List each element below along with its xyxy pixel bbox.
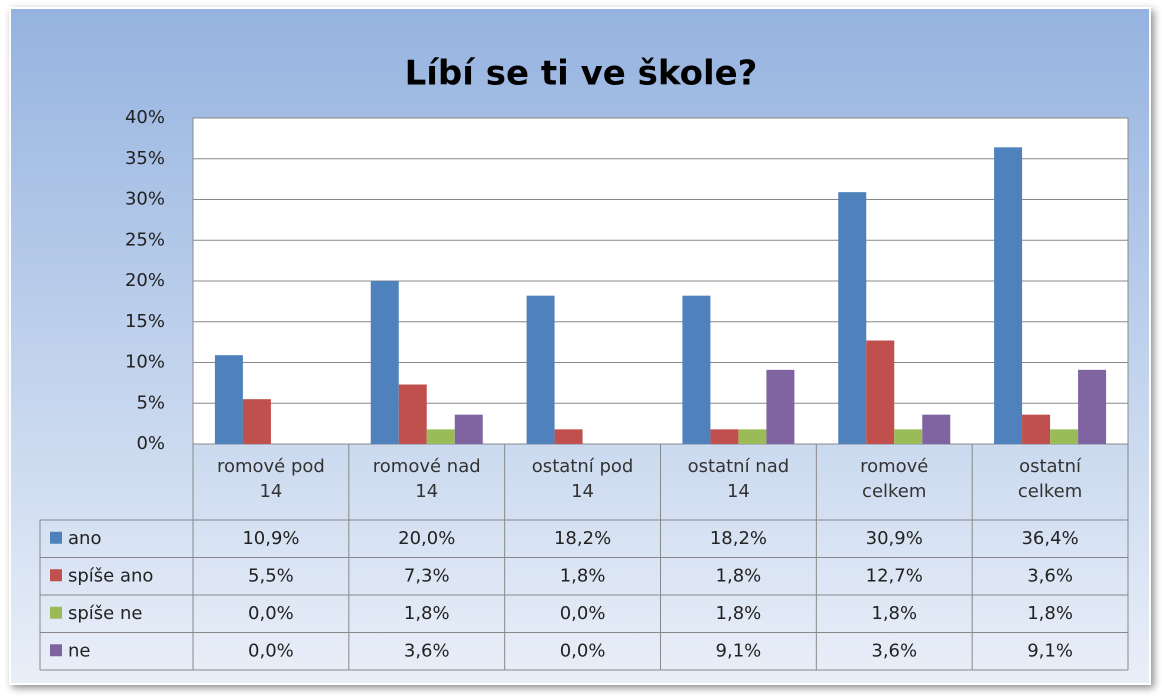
x-tick-label-box: romové celkem [860, 456, 929, 502]
table-cell: 7,3% [404, 565, 450, 586]
legend-label: ne [68, 640, 90, 661]
bar [710, 429, 739, 444]
table-cell: 18,2% [554, 528, 611, 549]
bar [994, 147, 1023, 444]
y-tick-label: 30% [125, 189, 165, 210]
table-cell: 20,0% [398, 528, 455, 549]
table-cell: 36,4% [1021, 528, 1078, 549]
x-tick-label: ostatní nad 14 [687, 456, 790, 502]
table-cell: 0,0% [560, 640, 606, 661]
x-tick-label: romové pod 14 [216, 456, 325, 502]
bar [426, 429, 455, 444]
bar [838, 192, 867, 444]
table-cell: 10,9% [242, 528, 299, 549]
bar [1022, 414, 1051, 444]
table-cell: 3,6% [1027, 565, 1073, 586]
table-cell: 1,8% [560, 565, 606, 586]
legend-label: ano [68, 528, 101, 549]
y-tick-label: 40% [125, 107, 165, 128]
bar [554, 429, 583, 444]
x-tick-label: ostatní celkem [1017, 456, 1083, 502]
table-cell: 1,8% [716, 565, 762, 586]
table-cell: 30,9% [866, 528, 923, 549]
table-cell: 1,8% [404, 603, 450, 624]
table-cell: 0,0% [560, 603, 606, 624]
table-cell: 9,1% [716, 640, 762, 661]
x-tick-label-box: ostatní pod 14 [531, 456, 634, 502]
bar [738, 429, 767, 444]
bar [214, 355, 243, 444]
y-tick-label: 35% [125, 148, 165, 169]
y-tick-label: 10% [125, 352, 165, 373]
y-tick-label: 15% [125, 311, 165, 332]
bar [682, 295, 711, 444]
legend-swatch [50, 531, 62, 544]
table-cell: 3,6% [871, 640, 917, 661]
bar [1078, 369, 1107, 444]
x-tick-label-box: ostatní nad 14 [687, 456, 790, 502]
x-tick-label: romové nad 14 [372, 456, 481, 502]
legend-swatch [50, 606, 62, 619]
table-cell: 9,1% [1027, 640, 1073, 661]
table-cell: 1,8% [716, 603, 762, 624]
bar [866, 340, 895, 444]
bar [398, 384, 427, 444]
y-tick-label: 5% [136, 392, 165, 413]
bar [370, 281, 399, 444]
legend-swatch [50, 569, 62, 582]
table-cell: 1,8% [1027, 603, 1073, 624]
legend-label: spíše ano [68, 565, 153, 586]
y-tick-label: 25% [125, 229, 165, 250]
bar [526, 295, 555, 444]
table-cell: 3,6% [404, 640, 450, 661]
legend-label: spíše ne [68, 603, 142, 624]
table-cell: 0,0% [248, 603, 294, 624]
table-cell: 1,8% [871, 603, 917, 624]
table-cell: 18,2% [710, 528, 767, 549]
x-tick-label-box: romové nad 14 [372, 456, 481, 502]
x-tick-label-box: ostatní celkem [1017, 456, 1083, 502]
bar [242, 399, 271, 444]
x-tick-label: ostatní pod 14 [531, 456, 634, 502]
y-tick-label: 20% [125, 270, 165, 291]
table-cell: 12,7% [866, 565, 923, 586]
chart-title: Líbí se ti ve škole? [405, 54, 758, 94]
table-cell: 0,0% [248, 640, 294, 661]
bar [922, 414, 951, 444]
bar [454, 414, 483, 444]
bar [766, 369, 795, 444]
legend-swatch [50, 644, 62, 657]
bar [1050, 429, 1079, 444]
x-tick-label-box: romové pod 14 [216, 456, 325, 502]
x-tick-label: romové celkem [860, 456, 929, 502]
y-tick-label: 0% [136, 433, 165, 454]
bar [894, 429, 923, 444]
table-cell: 5,5% [248, 565, 294, 586]
